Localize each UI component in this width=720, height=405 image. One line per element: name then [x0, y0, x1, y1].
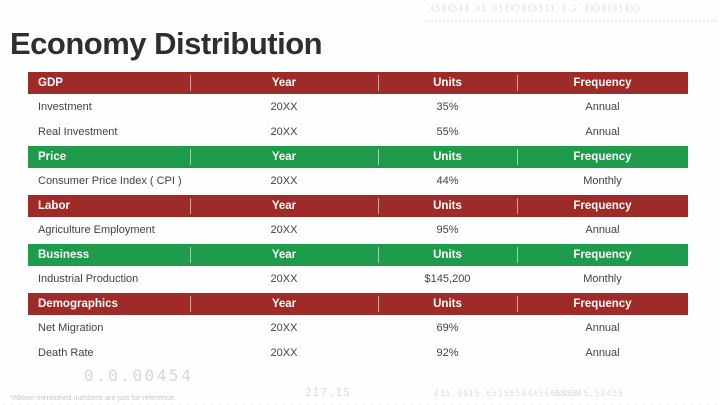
section-title: Price	[38, 151, 67, 163]
table-row: Consumer Price Index ( CPI ) 20XX 44% Month…	[28, 168, 688, 193]
year-value: 20XX	[270, 125, 298, 138]
table-row: Agriculture Employment 20XX 95% Annual	[28, 217, 688, 242]
units-value: 55%	[436, 125, 459, 138]
reference-footnote: *Above mentioned numbers are just for re…	[10, 393, 176, 402]
table-row: Industrial Production 20XX $145,200 Monthly	[28, 266, 688, 291]
table-section-labor: Labor Year Units Frequency Agriculture Emplo…	[28, 195, 688, 242]
decorative-dotted-line	[424, 20, 716, 22]
section-title: Labor	[38, 200, 70, 212]
row-label: Net Migration	[38, 321, 104, 334]
year-value: 20XX	[270, 100, 298, 113]
decorative-numbers-top-right: 4564544.45 05897868531 3.2 0000005459	[430, 4, 642, 13]
units-value: 95%	[436, 223, 459, 236]
table-row: Death Rate 20XX 92% Annual	[28, 340, 688, 365]
frequency-value: Annual	[585, 321, 620, 334]
section-header-row: Business Year Units Frequency	[28, 244, 688, 266]
row-label: Agriculture Employment	[38, 223, 155, 236]
table-row: Net Migration 20XX 69% Annual	[28, 315, 688, 340]
units-value: 44%	[436, 174, 459, 187]
table-section-price: Price Year Units Frequency Consumer Price In…	[28, 146, 688, 193]
frequency-value: Monthly	[583, 272, 622, 285]
units-value: 35%	[436, 100, 459, 113]
table-row: Real Investment 20XX 55% Annual	[28, 119, 688, 144]
decorative-numbers-bottom-right-b: 485545.58455	[554, 389, 624, 398]
decorative-numbers-bottom-right-a: 435.0015 0515858445665454	[434, 389, 580, 398]
row-label: Industrial Production	[38, 272, 139, 285]
decorative-number-bottom-left: 0.0.00454	[84, 366, 194, 385]
column-header: Units	[378, 244, 517, 266]
section-header-row: Labor Year Units Frequency	[28, 195, 688, 217]
frequency-value: Monthly	[583, 174, 622, 187]
section-header-row: Price Year Units Frequency	[28, 146, 688, 168]
frequency-value: Annual	[585, 100, 620, 113]
column-header: Frequency	[517, 293, 688, 315]
section-title: Demographics	[38, 298, 118, 310]
section-header-row: GDP Year Units Frequency	[28, 72, 688, 94]
column-header: Units	[378, 72, 517, 94]
year-value: 20XX	[270, 272, 298, 285]
section-title: GDP	[38, 77, 63, 89]
economy-table: GDP Year Units Frequency Investment 20XX 35% An…	[28, 72, 688, 365]
table-section-demographics: Demographics Year Units Frequency Net Migrat…	[28, 293, 688, 365]
column-header: Frequency	[517, 195, 688, 217]
column-header: Year	[190, 244, 378, 266]
table-row: Investment 20XX 35% Annual	[28, 94, 688, 119]
row-label: Death Rate	[38, 346, 94, 359]
column-header: Year	[190, 293, 378, 315]
column-header: Frequency	[517, 72, 688, 94]
column-header: Units	[378, 293, 517, 315]
column-header: Year	[190, 146, 378, 168]
column-header: Frequency	[517, 244, 688, 266]
table-section-business: Business Year Units Frequency Industrial Pro…	[28, 244, 688, 291]
units-value: 92%	[436, 346, 459, 359]
column-header: Year	[190, 72, 378, 94]
column-header: Year	[190, 195, 378, 217]
row-label: Investment	[38, 100, 92, 113]
section-header-row: Demographics Year Units Frequency	[28, 293, 688, 315]
frequency-value: Annual	[585, 346, 620, 359]
column-header: Frequency	[517, 146, 688, 168]
frequency-value: Annual	[585, 125, 620, 138]
row-label: Real Investment	[38, 125, 118, 138]
year-value: 20XX	[270, 321, 298, 334]
column-header: Units	[378, 195, 517, 217]
table-section-gdp: GDP Year Units Frequency Investment 20XX 35% An…	[28, 72, 688, 144]
year-value: 20XX	[270, 174, 298, 187]
units-value: $145,200	[424, 272, 471, 285]
year-value: 20XX	[270, 223, 298, 236]
frequency-value: Annual	[585, 223, 620, 236]
year-value: 20XX	[270, 346, 298, 359]
page-title: Economy Distribution	[10, 25, 323, 61]
decorative-number-bottom-center: 217.15	[305, 386, 351, 399]
section-title: Business	[38, 249, 90, 261]
row-label: Consumer Price Index ( CPI )	[38, 174, 182, 187]
column-header: Units	[378, 146, 517, 168]
units-value: 69%	[436, 321, 459, 334]
